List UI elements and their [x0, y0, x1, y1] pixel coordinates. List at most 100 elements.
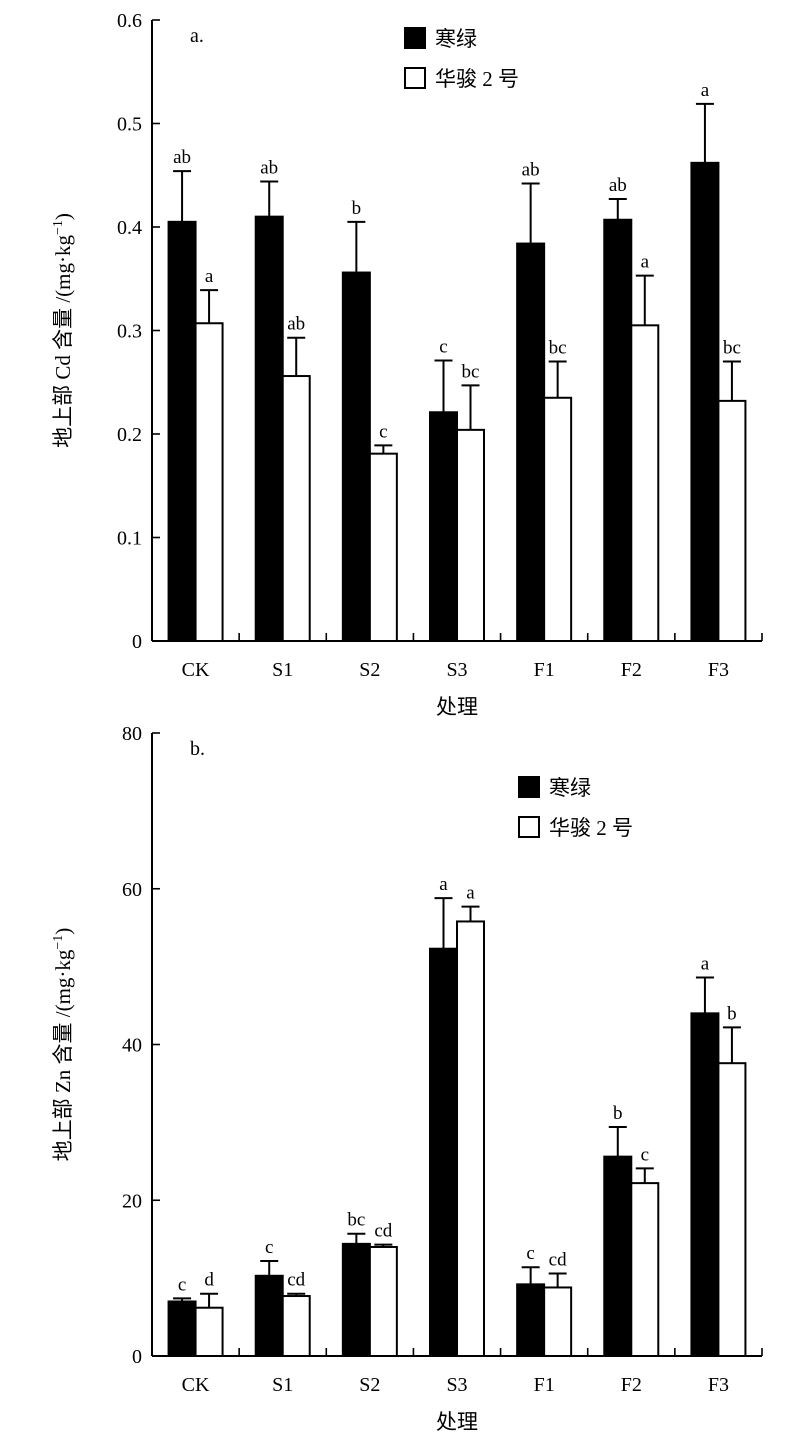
sig-label-hanlv-f3: a: [701, 80, 710, 101]
y-axis-title: 地上部 Cd 含量 /(mg·kg−1): [51, 213, 75, 448]
legend-label-hanlv: 寒绿: [549, 776, 591, 800]
sig-label-hanlv-ck: ab: [173, 147, 191, 168]
sig-label-huajun2-f1: cd: [549, 1249, 567, 1270]
bar-hanlv-f3: [690, 161, 720, 643]
x-tick-label-s1: S1: [272, 1374, 293, 1396]
sig-label-hanlv-s3: a: [439, 874, 448, 895]
sig-label-hanlv-s2: bc: [347, 1210, 365, 1231]
bar-huajun2-f2: [630, 324, 660, 642]
legend-swatch-hanlv: [518, 776, 540, 798]
x-tick-label-f1: F1: [534, 659, 555, 681]
legend-label-huajun2: 华骏 2 号: [435, 67, 519, 91]
sig-label-huajun2-s3: bc: [462, 361, 480, 382]
legend-label-hanlv: 寒绿: [435, 27, 477, 51]
x-tick-label-s2: S2: [359, 1374, 380, 1396]
x-tick-label-s3: S3: [446, 1374, 467, 1396]
sig-label-huajun2-ck: d: [204, 1270, 214, 1291]
bar-huajun2-ck: [194, 1306, 224, 1358]
bar-hanlv-f1: [516, 242, 546, 642]
sig-label-huajun2-f3: b: [727, 1003, 737, 1024]
bar-huajun2-f3: [717, 399, 747, 642]
x-tick-label-f1: F1: [534, 1374, 555, 1396]
y-tick-label: 60: [122, 879, 142, 901]
bar-hanlv-s3: [429, 947, 458, 1357]
bar-hanlv-f3: [690, 1012, 720, 1357]
sig-label-hanlv-f2: b: [613, 1103, 623, 1124]
sig-label-hanlv-s3: c: [439, 337, 447, 358]
sig-label-hanlv-s2: b: [352, 198, 362, 219]
sig-label-huajun2-f2: c: [641, 1144, 649, 1165]
bar-hanlv-f2: [603, 1155, 633, 1358]
y-tick-label: 0.4: [117, 217, 142, 239]
bar-huajun2-s2: [368, 452, 398, 643]
sig-label-huajun2-s3: a: [466, 883, 475, 904]
bar-huajun2-f1: [543, 396, 573, 642]
panel-label: a.: [190, 25, 204, 47]
y-tick-label: 80: [122, 723, 142, 745]
y-tick-label: 0: [132, 631, 142, 653]
x-tick-label-f3: F3: [708, 1374, 729, 1396]
sig-label-hanlv-f2: ab: [609, 175, 627, 196]
x-tick-label-s3: S3: [446, 659, 467, 681]
bar-hanlv-s1: [254, 215, 284, 642]
y-tick-label: 40: [122, 1035, 142, 1057]
x-tick-label-f2: F2: [621, 659, 642, 681]
panel-label: b.: [190, 738, 205, 760]
y-axis-title-close: ): [51, 213, 75, 220]
legend-swatch-huajun2: [404, 67, 426, 89]
y-tick-label: 0.2: [117, 424, 142, 446]
bar-hanlv-s2: [341, 1242, 371, 1357]
legend-swatch-hanlv: [404, 27, 426, 49]
y-axis-title-close: ): [51, 928, 75, 935]
x-axis-title: 处理: [436, 695, 478, 719]
sig-label-hanlv-s1: ab: [260, 157, 278, 178]
y-axis-title-sup: −1: [51, 220, 66, 235]
legend-label-huajun2: 华骏 2 号: [549, 816, 633, 840]
bar-huajun2-f3: [717, 1062, 747, 1357]
legend-swatch-huajun2: [518, 816, 540, 838]
y-axis-title-text: 地上部 Zn 含量 /(mg·kg: [51, 949, 75, 1161]
bar-huajun2-ck: [194, 322, 224, 642]
sig-label-huajun2-s1: cd: [287, 1270, 305, 1291]
bar-huajun2-s1: [281, 375, 311, 642]
x-tick-label-f3: F3: [708, 659, 729, 681]
x-tick-label-s1: S1: [272, 659, 293, 681]
y-tick-label: 20: [122, 1190, 142, 1212]
bar-huajun2-s3: [456, 920, 485, 1358]
y-tick-label: 0: [132, 1346, 142, 1368]
y-axis-title-sup: −1: [51, 935, 66, 950]
x-tick-label-ck: CK: [182, 659, 210, 681]
bar-huajun2-s1: [281, 1295, 311, 1358]
sig-label-huajun2-ck: a: [205, 266, 214, 287]
sig-label-hanlv-f1: c: [526, 1243, 534, 1264]
sig-label-huajun2-f3: bc: [723, 338, 741, 359]
sig-label-huajun2-f1: bc: [549, 338, 567, 359]
sig-label-huajun2-f2: a: [641, 252, 650, 273]
bar-huajun2-s3: [456, 428, 485, 642]
sig-label-hanlv-ck: c: [178, 1274, 186, 1295]
bar-hanlv-s1: [254, 1274, 284, 1357]
bar-hanlv-ck: [167, 220, 197, 642]
x-tick-label-ck: CK: [182, 1374, 210, 1396]
sig-label-huajun2-s2: c: [379, 421, 387, 442]
sig-label-huajun2-s2: cd: [374, 1221, 392, 1242]
x-tick-label-f2: F2: [621, 1374, 642, 1396]
bar-huajun2-f2: [630, 1182, 660, 1358]
x-axis-title: 处理: [436, 1410, 478, 1434]
x-tick-label-s2: S2: [359, 659, 380, 681]
y-tick-label: 0.1: [117, 528, 142, 550]
bar-hanlv-f2: [603, 218, 633, 642]
bar-hanlv-s2: [341, 271, 371, 642]
bar-huajun2-s2: [368, 1245, 398, 1357]
sig-label-hanlv-f3: a: [701, 954, 710, 975]
bar-huajun2-f1: [543, 1286, 573, 1357]
bar-hanlv-ck: [167, 1300, 197, 1358]
bar-hanlv-s3: [429, 411, 458, 643]
y-axis-title-text: 地上部 Cd 含量 /(mg·kg: [51, 235, 75, 448]
y-tick-label: 0.6: [117, 10, 142, 32]
